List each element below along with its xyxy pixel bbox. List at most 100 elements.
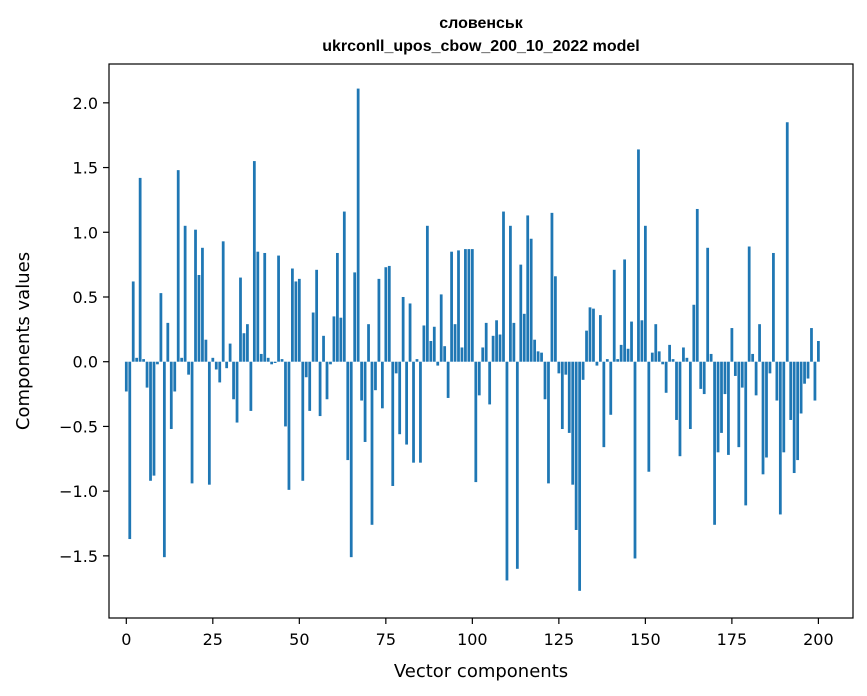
bar-component-15 xyxy=(176,170,180,362)
bar-component-192 xyxy=(789,361,793,420)
bar-component-14 xyxy=(173,361,177,392)
bar-component-55 xyxy=(315,269,319,362)
bar-series xyxy=(124,88,820,591)
bar-component-160 xyxy=(678,361,682,457)
bar-component-143 xyxy=(619,344,623,362)
bar-component-16 xyxy=(180,357,184,362)
bar-component-80 xyxy=(401,296,405,362)
bar-component-146 xyxy=(630,321,633,362)
bar-component-79 xyxy=(398,361,402,435)
bar-component-153 xyxy=(654,324,658,362)
bar-component-182 xyxy=(754,361,758,396)
bar-component-122 xyxy=(547,361,550,484)
bar-component-92 xyxy=(443,346,447,362)
bar-component-73 xyxy=(377,278,381,362)
bar-component-101 xyxy=(474,361,478,483)
bar-component-45 xyxy=(280,359,284,362)
bar-component-114 xyxy=(519,264,523,362)
bar-component-115 xyxy=(522,313,526,362)
bar-component-169 xyxy=(709,353,713,362)
bar-component-117 xyxy=(529,238,533,362)
y-tick-label: 2.0 xyxy=(73,94,98,113)
bar-component-158 xyxy=(671,359,675,362)
bar-component-68 xyxy=(360,361,363,401)
bar-component-170 xyxy=(713,361,716,525)
bar-component-181 xyxy=(751,353,755,362)
bar-component-108 xyxy=(498,334,502,362)
bar-component-3 xyxy=(135,357,139,362)
bar-component-105 xyxy=(488,361,492,405)
x-tick-label: 75 xyxy=(376,630,396,649)
bar-component-137 xyxy=(599,315,602,362)
bar-component-139 xyxy=(605,359,609,362)
bar-component-133 xyxy=(585,330,588,362)
bar-component-200 xyxy=(817,341,820,362)
x-tick-label: 125 xyxy=(544,630,575,649)
bar-component-23 xyxy=(204,339,208,362)
bar-component-174 xyxy=(727,361,730,455)
bar-component-41 xyxy=(266,357,270,362)
bar-component-61 xyxy=(336,252,339,362)
bar-component-40 xyxy=(263,252,267,362)
bar-component-87 xyxy=(425,225,429,362)
bar-component-130 xyxy=(574,361,578,530)
bar-component-6 xyxy=(145,361,149,388)
bar-component-32 xyxy=(235,361,239,423)
y-tick-label: −0.5 xyxy=(59,417,98,436)
bar-component-31 xyxy=(232,361,235,400)
bar-component-164 xyxy=(692,304,696,362)
bar-component-83 xyxy=(412,361,415,463)
bar-component-47 xyxy=(287,361,291,490)
bar-component-77 xyxy=(391,361,395,486)
bar-component-46 xyxy=(284,361,287,427)
bar-component-150 xyxy=(643,225,647,362)
y-tick-label: −1.5 xyxy=(59,547,98,566)
bar-component-156 xyxy=(664,361,668,393)
bar-component-107 xyxy=(495,320,498,362)
bar-component-109 xyxy=(502,211,505,362)
bar-component-99 xyxy=(467,249,471,362)
bar-component-19 xyxy=(190,361,194,484)
bar-component-28 xyxy=(221,241,225,362)
bar-component-120 xyxy=(540,352,543,362)
bar-component-118 xyxy=(533,339,537,362)
bar-component-52 xyxy=(304,361,308,378)
bar-component-179 xyxy=(744,361,748,506)
bar-component-134 xyxy=(588,307,592,362)
bar-component-111 xyxy=(509,225,512,362)
bar-component-136 xyxy=(595,361,599,366)
bar-component-4 xyxy=(138,177,142,362)
bar-component-145 xyxy=(626,348,630,362)
bar-component-30 xyxy=(228,343,232,362)
bar-component-191 xyxy=(785,122,789,362)
bar-component-131 xyxy=(578,361,582,591)
bar-component-69 xyxy=(363,361,367,442)
bar-component-144 xyxy=(623,259,626,362)
bar-component-173 xyxy=(723,361,727,395)
bar-component-166 xyxy=(699,361,703,389)
bar-component-24 xyxy=(207,361,211,485)
bar-component-71 xyxy=(370,361,374,525)
bar-component-65 xyxy=(349,361,353,558)
bar-component-141 xyxy=(612,269,616,362)
bar-component-84 xyxy=(415,359,419,362)
bar-component-91 xyxy=(439,294,443,362)
bar-component-96 xyxy=(457,250,460,362)
bar-component-35 xyxy=(246,324,249,362)
bar-component-193 xyxy=(792,361,796,474)
bar-component-132 xyxy=(581,361,585,380)
bar-component-197 xyxy=(806,361,810,379)
bar-component-194 xyxy=(796,361,800,461)
bar-component-42 xyxy=(270,361,274,365)
bar-component-180 xyxy=(747,246,751,362)
bar-component-186 xyxy=(768,361,772,374)
bar-component-72 xyxy=(374,361,377,391)
x-tick-label: 0 xyxy=(121,630,131,649)
bar-component-43 xyxy=(273,361,277,363)
bar-component-147 xyxy=(633,361,637,559)
x-axis-ticks: 0 25 50 75 100 125 150 175 200 xyxy=(121,618,834,649)
bar-component-121 xyxy=(543,361,547,400)
bar-component-185 xyxy=(765,361,768,458)
bar-component-163 xyxy=(688,361,692,430)
bar-component-0 xyxy=(124,361,128,392)
